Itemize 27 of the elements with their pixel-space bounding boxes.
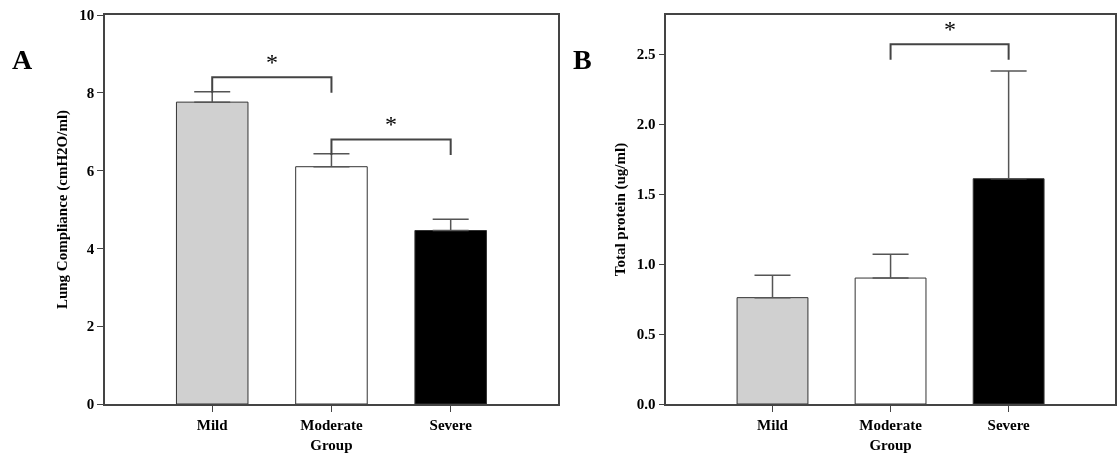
y-tick-label: 2.5	[636, 46, 656, 63]
x-tick-label: Severe	[987, 416, 1031, 433]
y-axis-title: Lung Compliance (cmH2O/ml)	[53, 109, 71, 310]
y-axis-title: Total protein (ug/ml)	[611, 142, 629, 277]
x-tick-label: Mild	[196, 416, 229, 433]
x-tick-label: Mild	[757, 416, 789, 433]
y-tick-label: 10	[79, 7, 95, 24]
y-tick-label: 1.0	[636, 256, 656, 273]
y-tick-label: 8	[86, 85, 95, 102]
annotation: *	[385, 111, 397, 137]
x-tick-label: Severe	[429, 416, 473, 433]
y-tick-label: 2	[86, 318, 95, 335]
y-tick-label: 0.0	[636, 396, 656, 413]
annotation: *	[944, 16, 956, 42]
y-tick-label: 1.5	[636, 186, 656, 203]
y-tick-label: 0	[86, 396, 95, 413]
x-tick-label: Moderate	[300, 416, 364, 433]
y-tick-label: 6	[86, 162, 95, 179]
text: A	[12, 44, 33, 75]
annotation: *	[266, 49, 278, 75]
y-tick-label: 2.0	[636, 116, 656, 133]
text: B	[573, 44, 592, 75]
x-axis-title: Group	[310, 437, 353, 454]
y-tick-label: 4	[86, 240, 95, 257]
x-tick-label: Moderate	[859, 416, 923, 433]
y-tick-label: 0.5	[636, 326, 656, 343]
x-axis-title: Group	[869, 437, 912, 454]
